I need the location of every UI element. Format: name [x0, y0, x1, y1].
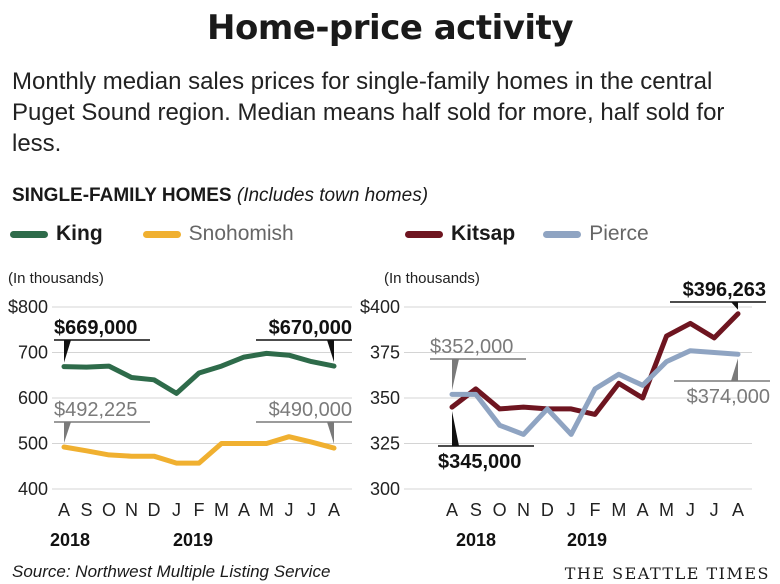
annotation-label: $352,000 [430, 336, 513, 358]
section-heading-bold: SINGLE-FAMILY HOMES [12, 185, 232, 206]
series-line-kitsap [449, 311, 741, 417]
annotation-pointer [452, 359, 459, 391]
x-tick-label: M [259, 500, 274, 520]
year-label: 2019 [567, 530, 607, 550]
annotation-pointer [731, 358, 738, 381]
x-tick-label: A [238, 500, 250, 520]
annotation-pointer [327, 422, 334, 445]
annotation-pointer [452, 411, 459, 446]
annotation-pointer [327, 340, 334, 363]
annotation-label: $490,000 [269, 399, 352, 421]
x-tick-label: O [493, 500, 507, 520]
x-tick-label: N [125, 500, 138, 520]
annotation-pointer [731, 302, 738, 310]
legend-label-kitsap: Kitsap [451, 222, 516, 245]
y-tick-label: 300 [370, 479, 400, 499]
chart-title: Home-price activity [207, 8, 573, 48]
year-label: 2018 [456, 530, 496, 550]
x-tick-label: A [328, 500, 340, 520]
source-note: Source: Northwest Multiple Listing Servi… [12, 562, 331, 581]
x-tick-label: J [307, 500, 316, 520]
annotation-label: $374,000 [687, 386, 770, 408]
section-heading-note: (Includes town homes) [236, 185, 429, 206]
unit-note: (In thousands) [8, 270, 104, 287]
y-tick-label: $400 [360, 297, 400, 317]
legend-swatch-king [10, 230, 48, 238]
section-heading: SINGLE-FAMILY HOMES (Includes town homes… [12, 185, 428, 207]
legend-label-king: King [56, 222, 103, 245]
series-line-pierce [449, 348, 741, 437]
publisher-credit: THE SEATTLE TIMES [564, 564, 770, 583]
x-tick-label: F [590, 500, 601, 520]
x-tick-label: M [611, 500, 626, 520]
x-tick-label: J [285, 500, 294, 520]
legend-swatch-pierce [543, 230, 582, 238]
y-tick-label: 500 [18, 434, 48, 454]
x-tick-label: M [659, 500, 674, 520]
x-tick-label: D [148, 500, 161, 520]
annotation-pointer [64, 340, 71, 363]
x-tick-label: M [214, 500, 229, 520]
x-tick-label: S [470, 500, 482, 520]
annotation-label: $345,000 [438, 451, 521, 473]
year-label: 2018 [50, 530, 90, 550]
x-tick-label: N [517, 500, 530, 520]
x-tick-label: O [102, 500, 116, 520]
x-tick-label: J [172, 500, 181, 520]
unit-note: (In thousands) [384, 270, 480, 287]
legend-item-snohomish: Snohomish [142, 222, 294, 246]
y-tick-label: 350 [370, 388, 400, 408]
annotation-label: $670,000 [269, 317, 352, 339]
legend-label-pierce: Pierce [589, 222, 649, 245]
y-tick-label: 600 [18, 388, 48, 408]
legend-item-king: King [10, 222, 103, 246]
legend-label-snohomish: Snohomish [188, 222, 294, 245]
chart-subtitle: Monthly median sales prices for single-f… [12, 68, 725, 157]
x-tick-label: A [446, 500, 458, 520]
legend-item-kitsap: Kitsap [405, 222, 515, 246]
legend-item-pierce: Pierce [543, 222, 649, 246]
x-tick-label: J [686, 500, 695, 520]
annotation-label: $669,000 [54, 317, 137, 339]
series-line-snohomish [61, 434, 337, 466]
series-line-king [61, 350, 337, 396]
x-tick-label: J [710, 500, 719, 520]
y-tick-label: $800 [8, 297, 48, 317]
annotation-label: $396,263 [683, 279, 766, 301]
legend-left: King Snohomish [10, 222, 322, 246]
x-tick-label: A [732, 500, 744, 520]
x-tick-label: A [637, 500, 649, 520]
legend-right: Kitsap Pierce [405, 222, 677, 246]
y-tick-label: 325 [370, 434, 400, 454]
y-tick-label: 700 [18, 343, 48, 363]
y-tick-label: 400 [18, 479, 48, 499]
x-tick-label: F [194, 500, 205, 520]
x-tick-label: S [80, 500, 92, 520]
x-tick-label: D [541, 500, 554, 520]
x-tick-label: A [58, 500, 70, 520]
legend-swatch-snohomish [142, 230, 181, 238]
x-tick-label: J [567, 500, 576, 520]
y-tick-label: 375 [370, 343, 400, 363]
annotation-label: $492,225 [54, 399, 137, 421]
year-label: 2019 [173, 530, 213, 550]
legend-swatch-kitsap [405, 230, 443, 238]
annotation-pointer [64, 422, 71, 444]
